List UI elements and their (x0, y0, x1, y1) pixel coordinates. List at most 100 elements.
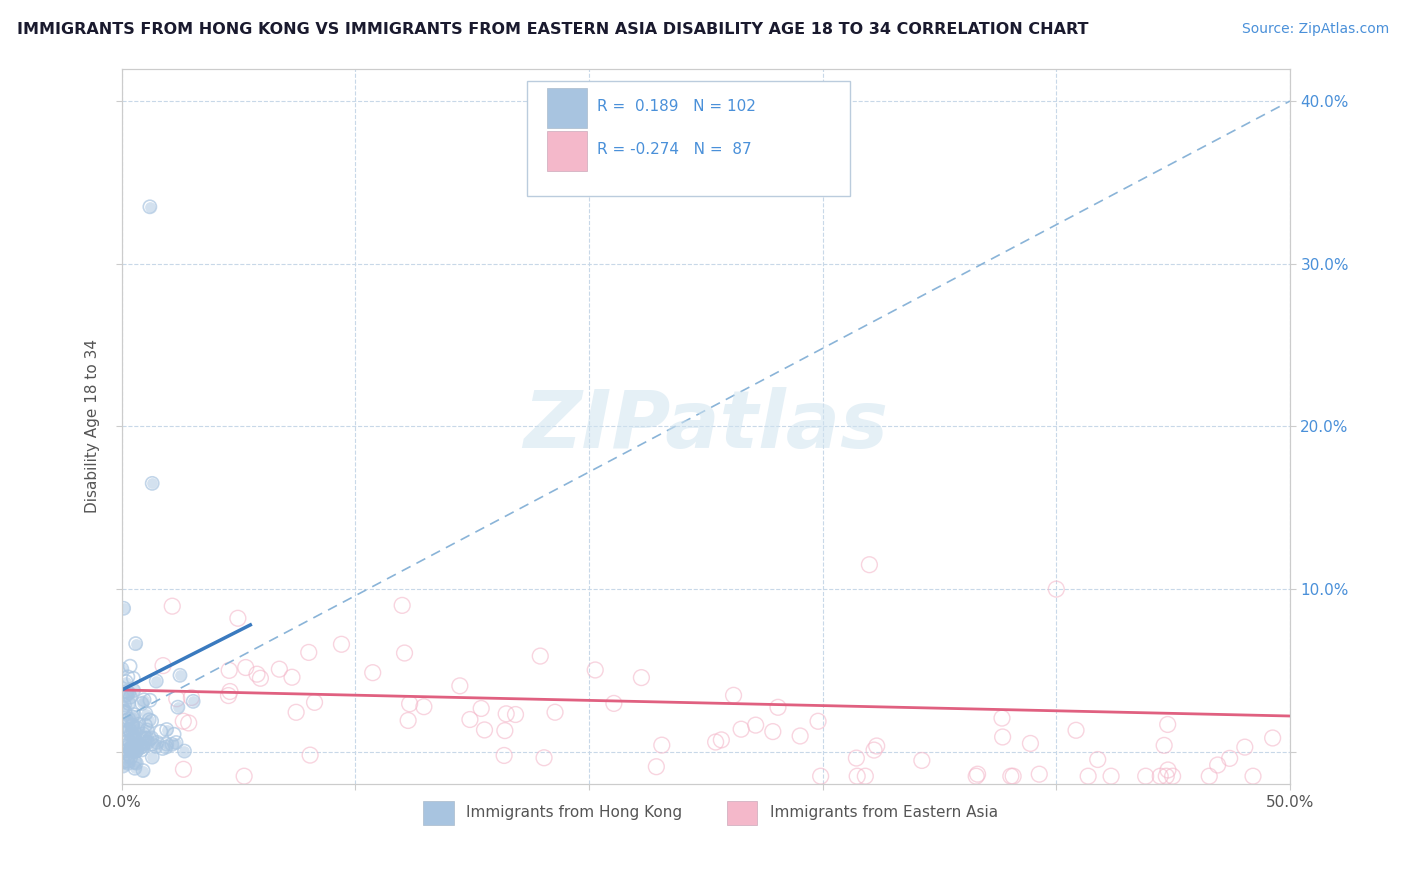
Point (120, 690, 142, 705)
Point (117, 670, 139, 684)
Point (1261, 731, 1284, 745)
Point (121, 719, 143, 733)
Point (121, 739, 143, 754)
Point (112, 601, 135, 615)
Point (145, 739, 167, 754)
Point (1099, 769, 1122, 783)
Point (129, 740, 152, 755)
Point (845, 751, 868, 765)
Point (145, 739, 167, 754)
Text: ZIPatlas: ZIPatlas (523, 387, 889, 466)
Point (120, 728, 142, 742)
Point (1002, 769, 1025, 783)
Point (966, 767, 988, 781)
Point (114, 739, 136, 753)
Point (911, 754, 934, 768)
Point (128, 717, 150, 731)
Point (846, 769, 869, 783)
Point (121, 729, 143, 743)
Point (118, 697, 141, 711)
Point (762, 724, 785, 739)
Point (162, 599, 184, 614)
Point (156, 737, 179, 751)
Point (991, 730, 1014, 744)
Point (169, 668, 191, 682)
Point (132, 731, 155, 746)
Text: Immigrants from Hong Kong: Immigrants from Hong Kong (467, 805, 682, 821)
Point (121, 710, 143, 724)
Point (121, 718, 143, 732)
Point (1045, 582, 1067, 596)
Point (135, 706, 157, 721)
Point (163, 727, 186, 741)
Point (965, 769, 987, 783)
Point (470, 701, 492, 715)
Point (122, 731, 145, 745)
Point (219, 684, 242, 698)
Text: R =  0.189   N = 102: R = 0.189 N = 102 (598, 99, 756, 114)
Point (136, 731, 159, 746)
Point (136, 723, 159, 737)
Point (111, 662, 134, 676)
Point (122, 707, 145, 722)
Point (474, 723, 496, 737)
Point (1028, 767, 1050, 781)
Point (118, 723, 141, 737)
Point (122, 683, 145, 698)
Point (141, 737, 163, 751)
Point (304, 695, 326, 709)
Point (122, 745, 145, 759)
Point (132, 727, 155, 741)
Point (155, 740, 177, 755)
Point (121, 743, 143, 757)
Point (146, 735, 169, 749)
Point (114, 739, 136, 753)
Point (112, 755, 135, 769)
Point (115, 713, 138, 727)
Point (226, 611, 249, 625)
Point (138, 713, 160, 727)
Point (134, 718, 156, 732)
Point (138, 713, 160, 727)
Point (111, 701, 134, 715)
Point (603, 697, 626, 711)
Point (127, 722, 149, 736)
Point (120, 690, 142, 705)
Point (134, 737, 156, 751)
Point (124, 637, 146, 651)
Point (160, 737, 183, 751)
Point (132, 693, 155, 707)
Point (533, 751, 555, 765)
Text: IMMIGRANTS FROM HONG KONG VS IMMIGRANTS FROM EASTERN ASIA DISABILITY AGE 18 TO 3: IMMIGRANTS FROM HONG KONG VS IMMIGRANTS … (17, 22, 1088, 37)
Point (124, 756, 146, 770)
Point (124, 761, 146, 775)
Point (124, 733, 146, 747)
Point (173, 744, 195, 758)
Point (494, 723, 516, 738)
Point (330, 637, 353, 651)
Point (120, 750, 142, 764)
Point (112, 705, 135, 719)
Point (1087, 752, 1109, 766)
Point (115, 684, 138, 698)
Point (156, 737, 179, 751)
Point (124, 761, 146, 775)
Point (118, 697, 141, 711)
Point (115, 688, 138, 702)
Point (112, 755, 135, 769)
Point (117, 756, 139, 771)
Point (156, 723, 179, 737)
Point (165, 735, 187, 749)
Point (744, 718, 766, 732)
Point (396, 714, 419, 728)
Point (135, 731, 157, 746)
Point (132, 764, 155, 778)
FancyBboxPatch shape (727, 801, 758, 825)
Point (117, 733, 139, 747)
Point (118, 735, 141, 749)
Point (120, 750, 142, 764)
Point (141, 731, 163, 745)
Point (723, 688, 745, 702)
Point (117, 756, 139, 771)
Point (121, 718, 143, 732)
